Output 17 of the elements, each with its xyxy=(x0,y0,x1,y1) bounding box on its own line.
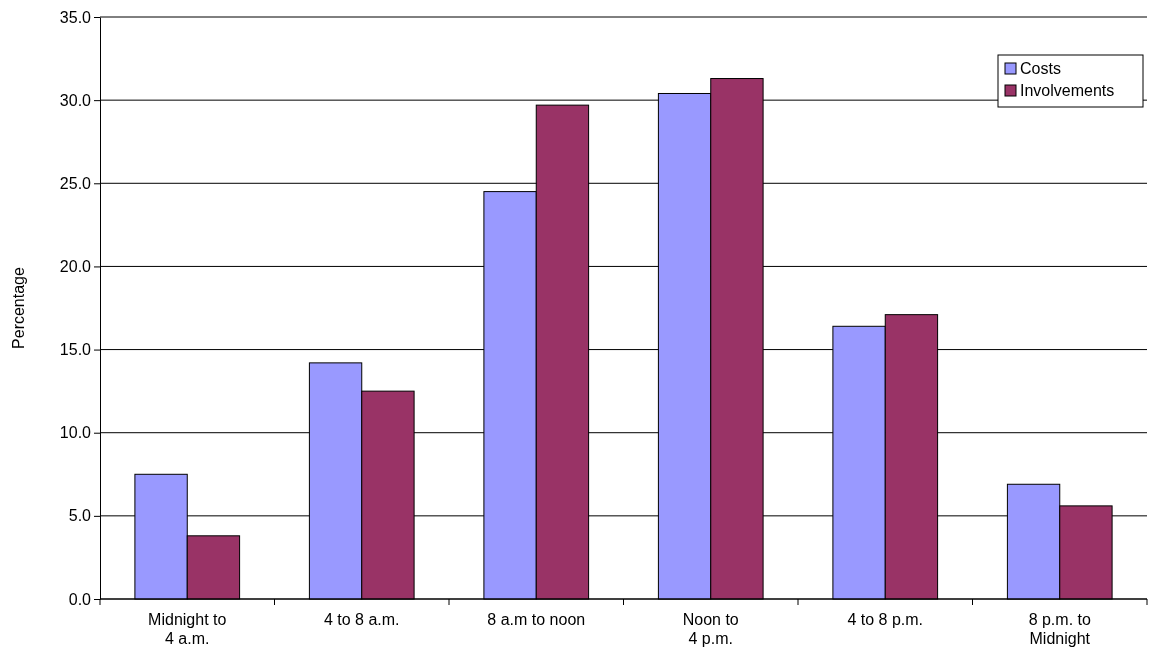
y-tick-label: 25.0 xyxy=(59,174,92,192)
legend-label: Costs xyxy=(1020,60,1061,77)
x-tick-label: 8 a.m to noon xyxy=(487,611,586,628)
y-tick-label: 20.0 xyxy=(59,258,92,276)
y-axis-title: Percentage xyxy=(10,266,27,349)
y-tick-label: 35.0 xyxy=(59,8,92,26)
x-tick-label: Noon to 4 p.m. xyxy=(682,611,739,647)
y-tick-label: 30.0 xyxy=(59,91,92,109)
x-tick-label: 4 to 8 p.m. xyxy=(847,611,924,628)
x-tick-label: 4 to 8 a.m. xyxy=(323,611,400,628)
x-tick-label: Midnight to 4 a.m. xyxy=(148,611,227,647)
y-tick-label: 15.0 xyxy=(59,341,92,359)
y-tick-label: 5.0 xyxy=(68,507,92,525)
y-tick-label: 10.0 xyxy=(59,424,92,442)
legend-label: Involvements xyxy=(1020,82,1115,99)
y-tick-label: 0.0 xyxy=(68,590,92,608)
x-tick-label: 8 p.m. to Midnight xyxy=(1028,611,1091,647)
